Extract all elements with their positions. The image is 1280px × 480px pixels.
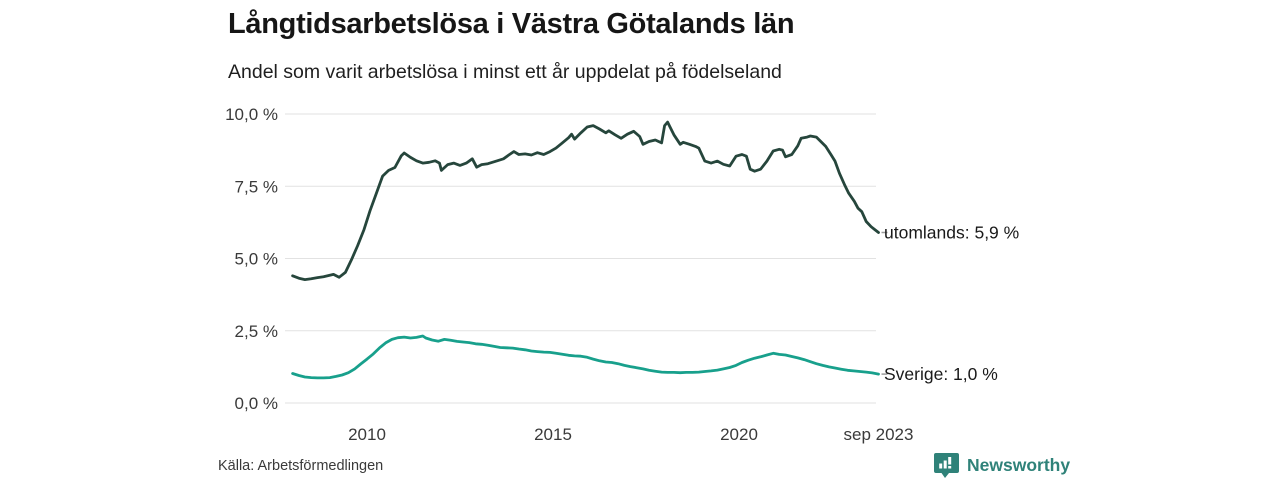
y-axis-tick-label: 0,0 % xyxy=(235,394,278,413)
grid-group xyxy=(285,113,876,404)
brand-lockup: Newsworthy xyxy=(934,452,1070,479)
source-note: Källa: Arbetsförmedlingen xyxy=(218,458,384,474)
y-axis-tick-label: 2,5 % xyxy=(235,322,278,341)
y-axis-tick-label: 5,0 % xyxy=(235,250,278,269)
utomlands-line xyxy=(291,120,880,282)
series-label-group: utomlands: 5,9 % Sverige: 1,0 % xyxy=(881,222,1019,384)
series-label-sverige: Sverige: 1,0 % xyxy=(884,364,998,384)
x-axis-group: 2010 2015 2020 sep 2023 xyxy=(348,425,913,444)
newsworthy-bar-chart-bubble-icon xyxy=(934,453,959,478)
series-label-utomlands: utomlands: 5,9 % xyxy=(884,222,1019,242)
y-axis-tick-label: 7,5 % xyxy=(235,177,278,196)
brand-name: Newsworthy xyxy=(967,455,1071,475)
y-axis-tick-label: 10,0 % xyxy=(225,105,278,124)
x-axis-tick-label: 2020 xyxy=(720,425,758,444)
x-axis-tick-label: 2010 xyxy=(348,425,386,444)
y-axis-group: 10,0 % 7,5 % 5,0 % 2,5 % 0,0 % xyxy=(225,105,278,413)
x-axis-tick-label: sep 2023 xyxy=(844,425,914,444)
chart-title: Långtidsarbetslösa i Västra Götalands lä… xyxy=(228,8,795,40)
sverige-line xyxy=(291,334,880,380)
x-axis-tick-label: 2015 xyxy=(534,425,572,444)
series-group xyxy=(291,120,880,380)
chart-subtitle: Andel som varit arbetslösa i minst ett å… xyxy=(228,61,782,83)
